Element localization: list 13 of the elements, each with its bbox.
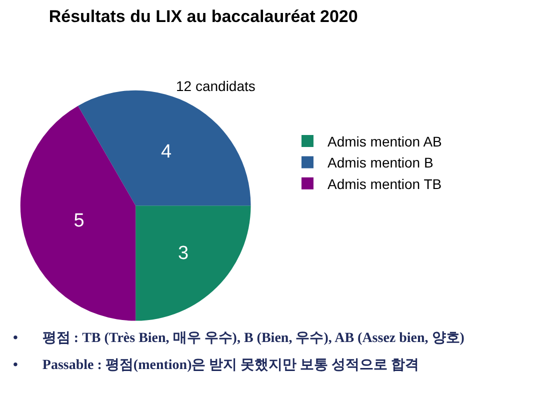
legend-label: Admis mention TB xyxy=(327,176,442,192)
pie-slice xyxy=(20,106,136,321)
text: • 평점 : TB (Très Bien, 매우 우수), B (Bien, 우수), AB (Assez bien, 양호) xyxy=(13,331,465,346)
legend-label: Admis mention B xyxy=(327,154,434,171)
data-label: 3 xyxy=(178,242,189,264)
chart-subtitle: 12 candidats xyxy=(176,78,256,94)
text: • Passable : 평점(mention)은 받지 못했지만 보통 성적으로 합격 xyxy=(13,358,420,373)
pie-slice xyxy=(78,90,251,206)
data-label: 4 xyxy=(160,142,172,163)
chart-title: Résultats du LIX au baccalauréat 2020 xyxy=(48,7,358,26)
legend-label: Admis mention AB xyxy=(327,133,442,150)
pie-slice xyxy=(136,206,251,321)
data-label: 5 xyxy=(74,210,84,232)
